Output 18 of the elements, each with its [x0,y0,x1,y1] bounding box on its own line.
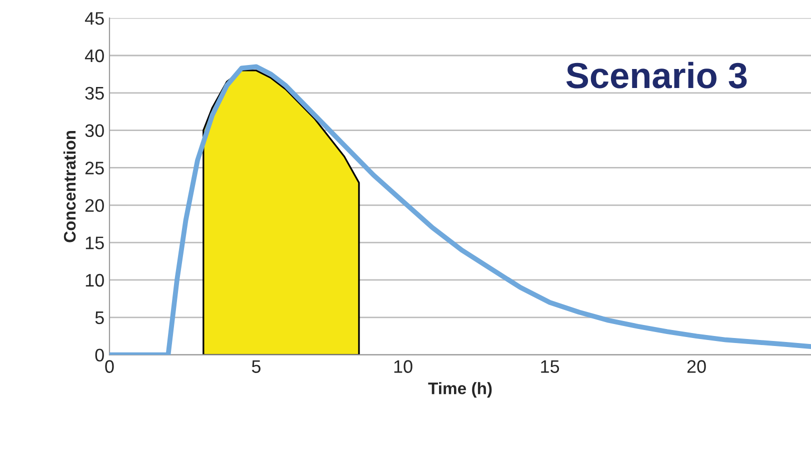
y-tick-label: 5 [95,312,104,324]
x-axis-title: Time (h) [428,382,492,398]
x-tick-label: 20 [687,360,706,373]
y-tick-label: 40 [84,49,104,62]
y-tick-label: 20 [85,199,104,212]
y-tick-label: 15 [86,236,104,250]
annotation: Scenario 3 [566,62,747,88]
x-tick-label: 0 [105,360,114,373]
y-tick-label: 45 [84,12,104,25]
x-tick-label: 15 [541,360,560,373]
y-tick-label: 25 [85,162,104,174]
x-tick-label: 5 [252,360,261,373]
y-tick-label: 0 [95,348,104,362]
y-tick-label: 10 [86,274,104,287]
y-axis-title: Concentration [63,130,76,242]
y-tick-label: 30 [85,124,104,138]
y-tick-label: 35 [85,86,104,100]
x-tick-label: 10 [394,360,412,373]
